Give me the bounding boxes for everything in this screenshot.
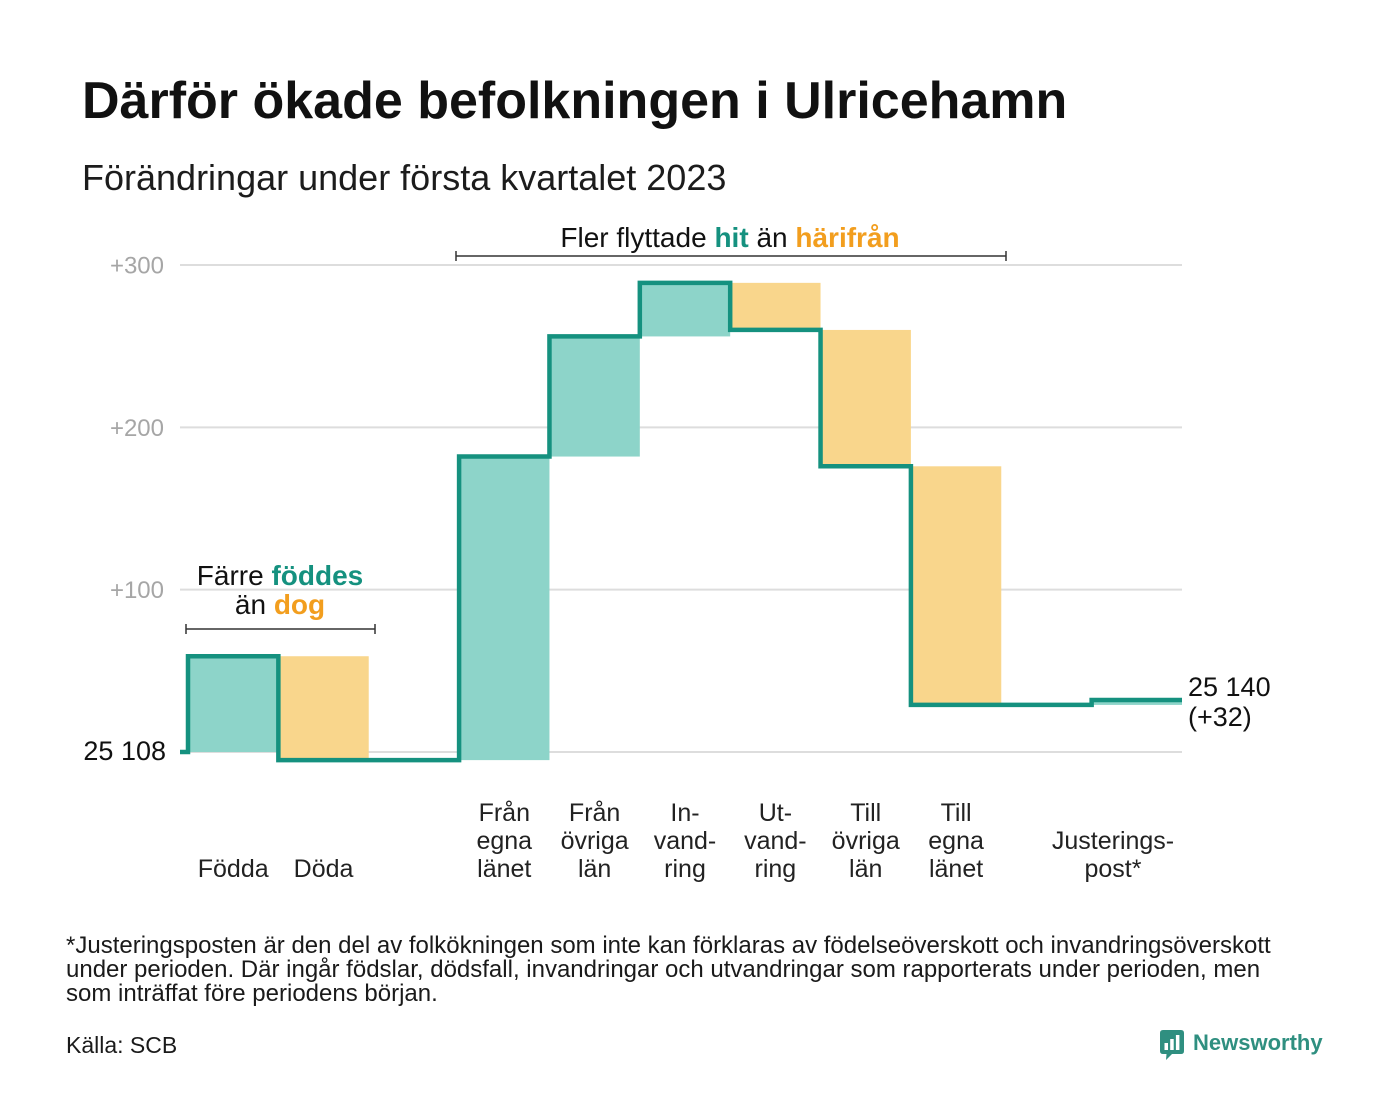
annotation-highlight-foddes: föddes (271, 560, 363, 591)
annotation-births-line2: än dog (235, 589, 325, 620)
y-tick-label: +100 (110, 577, 164, 604)
annotation-highlight-dog: dog (274, 589, 325, 620)
annotation-text: än (235, 589, 266, 620)
category-label-fran-ovriga-lan: län (578, 855, 611, 883)
annotation-text: Färre (197, 560, 264, 591)
waterfall-step-line (180, 280, 1182, 763)
step-line-layer (180, 280, 1182, 763)
start-value-label: 25 108 (83, 736, 166, 766)
category-label-justeringspost: Justerings- (1052, 827, 1174, 855)
annotation-births-line1: Färre föddes (197, 560, 363, 591)
category-label-fran-ovriga-lan: övriga (561, 827, 629, 855)
category-label-utvandring: ring (755, 855, 797, 883)
footnote-line: *Justeringsposten är den del av folkökni… (66, 932, 1271, 959)
footnote-line: under perioden. Där ingår födslar, dödsf… (66, 956, 1260, 983)
category-label-fran-egna-lanet: Från (479, 799, 530, 827)
category-label-doda: Döda (294, 855, 354, 883)
category-label-invandring: In- (670, 799, 699, 827)
y-tick-label: +200 (110, 415, 164, 442)
bar-doda (278, 656, 369, 761)
chart-title: Därför ökade befolkningen i Ulricehamn (82, 72, 1067, 130)
category-label-till-egna-lanet: egna (928, 827, 984, 855)
annotation-highlight-harifran: härifrån (795, 222, 899, 253)
bar-utvandring (730, 282, 821, 330)
bar-till-ovriga-lan (820, 329, 911, 467)
category-label-till-ovriga-lan: övriga (832, 827, 900, 855)
bar-fran-ovriga-lan (549, 336, 640, 457)
bars (188, 282, 1182, 761)
category-label-till-egna-lanet: Till (941, 799, 972, 827)
category-label-fran-ovriga-lan: Från (569, 799, 620, 827)
bar-fodda (188, 656, 279, 752)
footnote: *Justeringsposten är den del av folkökni… (66, 932, 1271, 1007)
category-label-till-egna-lanet: länet (929, 855, 983, 883)
category-label-utvandring: Ut- (759, 799, 792, 827)
category-label-fran-egna-lanet: länet (477, 855, 531, 883)
category-label-fodda: Födda (198, 855, 269, 883)
category-label-fran-egna-lanet: egna (476, 827, 532, 855)
bar-invandring (639, 282, 731, 337)
chart-subtitle: Förändringar under första kvartalet 2023 (82, 157, 726, 198)
source-label: Källa: SCB (66, 1032, 177, 1058)
bar-justeringspost (1091, 700, 1182, 705)
newsworthy-logo: Newsworthy (1160, 1030, 1323, 1060)
annotation-births: Färre föddes än dog (185, 560, 376, 634)
category-label-justeringspost: post* (1085, 855, 1142, 883)
category-label-till-ovriga-lan: Till (850, 799, 881, 827)
bracket-migration (455, 251, 1007, 261)
annotation-migration: Fler flyttade hit än härifrån (455, 222, 1007, 261)
end-change-label: (+32) (1188, 702, 1252, 732)
category-label-invandring: vand- (654, 827, 717, 855)
annotation-migration-text: Fler flyttade hit än härifrån (560, 222, 899, 253)
footnote-line: som inträffat före periodens början. (66, 980, 438, 1007)
annotation-text: än (756, 222, 787, 253)
category-label-till-ovriga-lan: län (849, 855, 882, 883)
bracket-births (185, 624, 376, 634)
bar-fran-egna-lanet (459, 456, 550, 761)
y-tick-label: +300 (110, 253, 164, 280)
annotation-text: Fler flyttade (560, 222, 706, 253)
newsworthy-logo-icon (1160, 1030, 1184, 1060)
annotation-highlight-hit: hit (714, 222, 748, 253)
end-value-label: 25 140 (1188, 672, 1271, 702)
logo-wordmark: Newsworthy (1193, 1030, 1323, 1055)
category-label-utvandring: vand- (744, 827, 807, 855)
category-label-invandring: ring (664, 855, 706, 883)
bar-till-egna-lanet (910, 466, 1002, 705)
